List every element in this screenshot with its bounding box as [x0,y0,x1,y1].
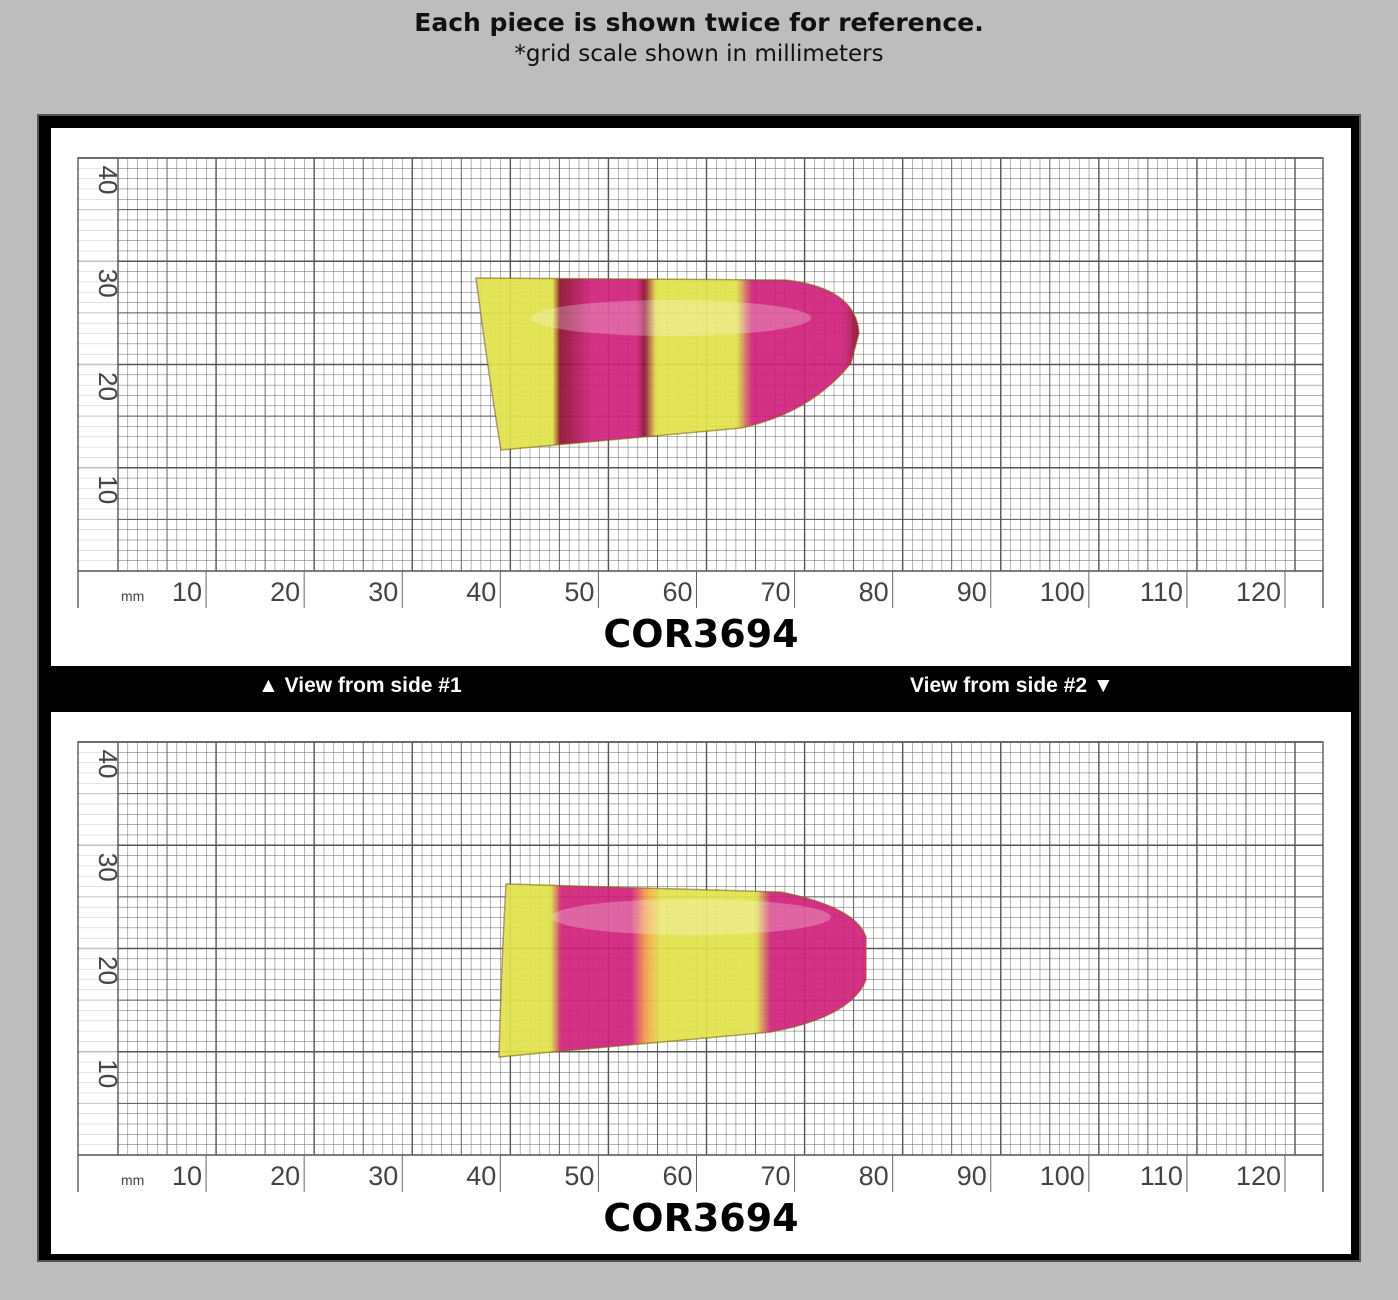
x-tick-label: 40 [466,577,496,607]
grid-scale: 40 30 20 10 mm 10 20 30 40 50 60 70 80 90 100 110 120 [77,157,1324,608]
x-tick-label: 120 [1236,577,1281,607]
x-tick-label: 50 [564,1161,594,1191]
specimen-code: COR3694 [603,612,799,656]
x-tick-label: 50 [564,577,594,607]
x-tick-label: 90 [957,577,987,607]
x-tick-label: 40 [466,1161,496,1191]
gemstone-specimen [475,277,860,451]
x-tick-label: 110 [1140,577,1183,607]
x-tick-label: 70 [761,577,791,607]
y-tick-label: 10 [93,475,123,504]
image-frame: 40 30 20 10 mm 10 20 30 40 50 60 70 80 90 100 110 120 CO… [37,114,1361,1262]
x-tick-label: 120 [1236,1161,1281,1191]
y-tick-label: 40 [93,166,123,195]
y-tick-label: 10 [93,1059,123,1088]
grid-scale: 40 30 20 10 mm 10 20 30 40 50 60 70 80 90 100 110 120 [77,741,1324,1192]
x-tick-label: 90 [957,1161,987,1191]
x-tick-label: 100 [1040,1161,1085,1191]
x-tick-label: 60 [662,1161,692,1191]
panel-side-2: 40 30 20 10 mm 10 20 30 40 50 60 70 80 90 100 110 120 CO… [51,712,1351,1254]
view-side-2-label: View from side #2 ▼ [910,674,1114,697]
x-tick-label: 20 [270,1161,300,1191]
specimen-code: COR3694 [603,1196,799,1240]
y-tick-label: 40 [93,750,123,779]
x-tick-label: 80 [859,577,889,607]
unit-label: mm [121,1172,144,1188]
y-tick-label: 20 [93,956,123,985]
view-side-1-label: ▲ View from side #1 [258,674,462,697]
y-tick-label: 30 [93,853,123,882]
x-tick-label: 60 [662,577,692,607]
panel-side-1: 40 30 20 10 mm 10 20 30 40 50 60 70 80 90 100 110 120 CO… [51,128,1351,666]
x-tick-label: 110 [1140,1161,1183,1191]
gemstone-specimen [498,883,867,1058]
unit-label: mm [121,588,144,604]
x-tick-label: 10 [172,577,202,607]
x-tick-label: 30 [368,577,398,607]
x-tick-label: 100 [1040,577,1085,607]
x-tick-label: 80 [859,1161,889,1191]
x-tick-label: 70 [761,1161,791,1191]
y-tick-label: 30 [93,269,123,298]
y-tick-label: 20 [93,372,123,401]
header-title: Each piece is shown twice for reference. [414,8,984,37]
header: Each piece is shown twice for reference.… [0,6,1398,68]
x-tick-label: 20 [270,577,300,607]
x-tick-label: 10 [172,1161,202,1191]
header-subtitle: *grid scale shown in millimeters [514,41,884,67]
x-tick-label: 30 [368,1161,398,1191]
